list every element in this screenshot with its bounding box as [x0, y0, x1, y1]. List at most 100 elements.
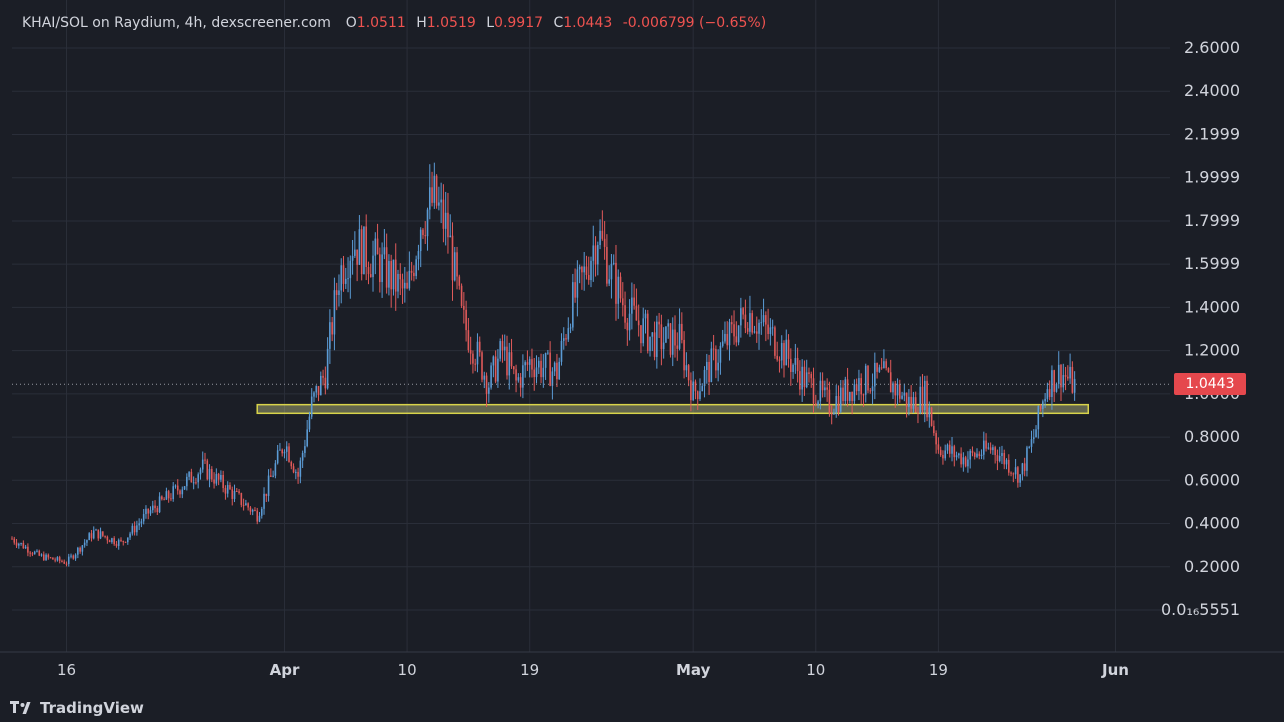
candle: [86, 539, 88, 547]
candle: [617, 269, 620, 319]
x-tick-label: 10: [398, 661, 417, 679]
candle: [242, 498, 245, 511]
candle: [270, 468, 272, 478]
candle: [81, 544, 84, 556]
support-zone-layer[interactable]: [256, 403, 1090, 415]
candle: [419, 227, 422, 268]
candle: [199, 467, 202, 480]
candle: [229, 482, 231, 490]
candle: [783, 340, 785, 378]
candle-body: [29, 552, 31, 554]
candle: [258, 512, 261, 523]
x-tick-label: Jun: [1101, 661, 1129, 679]
candle-body: [406, 282, 408, 289]
candle: [456, 246, 458, 290]
candle-body: [1003, 453, 1006, 465]
candle: [127, 537, 129, 545]
candle: [138, 518, 140, 530]
candle: [31, 551, 34, 557]
candle-body: [447, 212, 449, 238]
candle-body: [186, 476, 188, 487]
support-zone-rect[interactable]: [256, 403, 1090, 415]
candle: [801, 359, 803, 402]
candle-body: [179, 490, 181, 495]
candle: [515, 364, 517, 393]
candle-body: [431, 187, 433, 203]
candle-body: [1055, 383, 1058, 392]
y-tick-label: 2.4000: [1184, 81, 1240, 100]
candle: [363, 226, 365, 275]
candle-body: [874, 362, 876, 387]
candle: [935, 430, 937, 454]
candle-body: [299, 460, 302, 477]
candle-body: [142, 514, 145, 522]
candle: [106, 535, 109, 544]
candle: [1023, 457, 1026, 477]
candle-body: [658, 321, 660, 325]
candle-body: [1032, 437, 1035, 440]
candle-body: [692, 381, 694, 401]
candle-body: [494, 356, 497, 382]
candle-body: [385, 247, 388, 288]
candle: [1012, 472, 1015, 483]
candle: [472, 350, 474, 374]
candle: [597, 241, 599, 276]
candle-body: [817, 401, 819, 405]
candle: [97, 529, 100, 541]
candle: [444, 191, 447, 246]
candle: [181, 486, 184, 499]
candle-body: [190, 471, 193, 483]
candle-body: [1044, 398, 1046, 402]
candle: [926, 375, 928, 422]
candle: [751, 310, 754, 335]
candle-body: [753, 331, 756, 333]
candle: [769, 318, 772, 346]
candle: [933, 420, 935, 436]
candle-body: [47, 554, 50, 558]
candle-body: [826, 387, 828, 390]
candle: [676, 332, 679, 361]
x-tick-label: 10: [806, 661, 825, 679]
candle: [120, 537, 122, 543]
candle-body: [376, 238, 379, 255]
candle-body: [939, 449, 942, 455]
symbol-label[interactable]: KHAI/SOL on Raydium, 4h, dexscreener.com: [22, 15, 331, 31]
candle-body: [449, 235, 452, 238]
candle-body: [912, 397, 915, 409]
candle: [778, 356, 781, 373]
candle: [272, 470, 274, 478]
candle-body: [474, 363, 476, 365]
candle: [937, 437, 940, 454]
candle: [167, 489, 170, 503]
candle: [551, 367, 554, 400]
tradingview-logo[interactable]: TradingView: [10, 699, 144, 717]
candle-body: [49, 557, 52, 559]
candle-body: [683, 339, 685, 371]
candle-body: [381, 254, 383, 283]
candle-body: [681, 323, 683, 340]
candle-body: [1010, 472, 1012, 474]
candle-body: [765, 315, 767, 325]
y-tick-label: 1.2000: [1184, 341, 1240, 360]
candle: [406, 271, 408, 290]
candles-layer: [11, 162, 1076, 567]
candle: [690, 372, 692, 412]
candle: [381, 242, 383, 298]
candle: [817, 399, 819, 409]
candle-body: [390, 261, 392, 290]
candle-body: [846, 379, 849, 401]
candle-body: [701, 386, 704, 392]
candle-body: [864, 365, 867, 395]
candle: [322, 369, 324, 386]
candle: [399, 263, 402, 296]
candle-body: [801, 366, 803, 390]
candle-body: [794, 358, 797, 365]
candle: [776, 341, 778, 362]
candle-body: [347, 278, 349, 280]
candle: [61, 559, 63, 563]
candle-body: [251, 509, 254, 512]
candle-body: [842, 387, 844, 402]
candle-body: [958, 453, 960, 456]
